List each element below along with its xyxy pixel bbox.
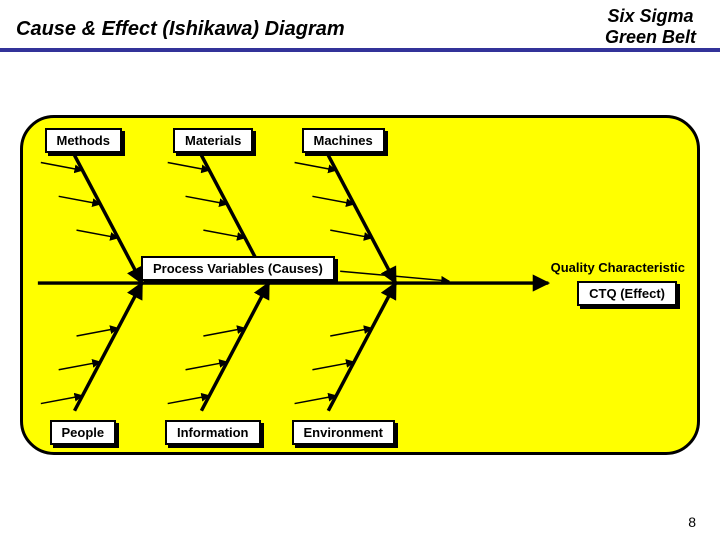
category-methods: Methods [45, 128, 122, 153]
category-people: People [50, 420, 117, 445]
fishbone-canvas: Methods Materials Machines People Informatio… [20, 115, 700, 455]
slide-header: Cause & Effect (Ishikawa) Diagram Six Si… [0, 0, 720, 56]
brand-line-1: Six Sigma [605, 6, 696, 27]
page-number: 8 [688, 514, 696, 530]
header-rule [0, 48, 720, 52]
effect-box: CTQ (Effect) [577, 281, 677, 306]
effect-title: Quality Characteristic [551, 260, 685, 275]
category-materials: Materials [173, 128, 253, 153]
category-environment: Environment [292, 420, 395, 445]
program-brand: Six Sigma Green Belt [605, 6, 696, 47]
spine-label: Process Variables (Causes) [141, 256, 335, 281]
slide-title: Cause & Effect (Ishikawa) Diagram [16, 18, 345, 41]
brand-line-2: Green Belt [605, 27, 696, 48]
category-information: Information [165, 420, 261, 445]
category-machines: Machines [302, 128, 385, 153]
